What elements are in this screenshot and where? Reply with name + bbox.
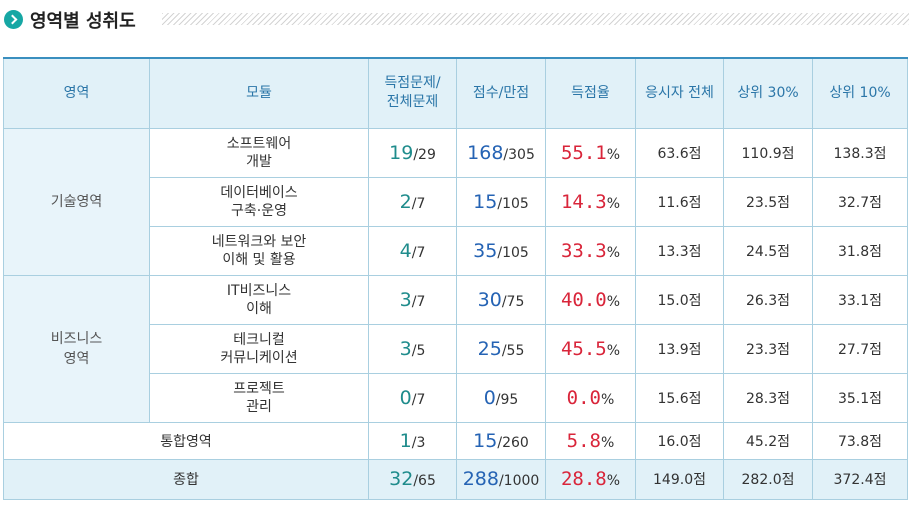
top10-avg: 372.4점 (812, 458, 908, 500)
all-avg: 149.0점 (635, 458, 724, 500)
header-questions: 득점문제/ 전체문제 (368, 57, 457, 129)
table-row: 프로젝트 관리 0/7 0/95 0.0% 15.6점 28.3점 35.1점 (4, 372, 908, 423)
rate-cell: 55.1% (545, 127, 636, 178)
chevron-right-circle-icon (4, 10, 23, 29)
rate-cell: 5.8% (545, 421, 636, 460)
questions-cell: 3/5 (368, 323, 457, 374)
header-top30: 상위 30% (723, 57, 813, 129)
score-cell: 25/55 (456, 323, 546, 374)
total-label: 종합 (3, 458, 369, 500)
questions-cell: 4/7 (368, 225, 457, 276)
score-cell: 288/1000 (456, 458, 546, 500)
questions-cell: 32/65 (368, 458, 457, 500)
header-top10: 상위 10% (812, 57, 908, 129)
module-name: IT비즈니스 이해 (149, 274, 369, 325)
all-avg: 11.6점 (635, 176, 724, 227)
questions-cell: 3/7 (368, 274, 457, 325)
top30-avg: 28.3점 (723, 372, 813, 423)
rate-cell: 0.0% (545, 372, 636, 423)
top10-avg: 138.3점 (812, 127, 908, 178)
all-avg: 15.0점 (635, 274, 724, 325)
table-row: 비즈니스 영역 IT비즈니스 이해 3/7 30/75 40.0% 15.0점 … (3, 274, 908, 423)
rate-cell: 45.5% (545, 323, 636, 374)
table-row: 데이터베이스 구축·운영 2/7 15/105 14.3% 11.6점 23.5… (4, 176, 908, 227)
top30-avg: 26.3점 (723, 274, 813, 325)
questions-cell: 2/7 (368, 176, 457, 227)
top10-avg: 33.1점 (812, 274, 908, 325)
header-rate: 득점율 (545, 57, 636, 129)
header-area: 영역 (3, 57, 150, 129)
score-cell: 168/305 (456, 127, 546, 178)
top30-avg: 282.0점 (723, 458, 813, 500)
total-row: 종합 32/65 288/1000 28.8% 149.0점 282.0점 37… (3, 458, 908, 500)
category-biz: 비즈니스 영역 (3, 274, 150, 423)
section-header: 영역별 성취도 (0, 0, 913, 40)
rate-cell: 14.3% (545, 176, 636, 227)
top30-avg: 110.9점 (723, 127, 813, 178)
rate-cell: 33.3% (545, 225, 636, 276)
rate-cell: 40.0% (545, 274, 636, 325)
score-cell: 30/75 (456, 274, 546, 325)
header-score: 점수/만점 (456, 57, 546, 129)
all-avg: 13.3점 (635, 225, 724, 276)
table-row: 네트워크와 보안 이해 및 활용 4/7 35/105 33.3% 13.3점 … (4, 225, 908, 276)
category-tech: 기술영역 (3, 127, 150, 276)
top30-avg: 45.2점 (723, 421, 813, 460)
module-name: 테크니컬 커뮤니케이션 (149, 323, 369, 374)
all-avg: 15.6점 (635, 372, 724, 423)
module-name: 네트워크와 보안 이해 및 활용 (149, 225, 369, 276)
all-avg: 16.0점 (635, 421, 724, 460)
top30-avg: 24.5점 (723, 225, 813, 276)
module-name: 소프트웨어 개발 (149, 127, 369, 178)
table-row: 기술영역 소프트웨어 개발 19/29 168/305 55.1% 63.6점 … (3, 127, 908, 276)
top10-avg: 35.1점 (812, 372, 908, 423)
header-all: 응시자 전체 (635, 57, 724, 129)
rate-cell: 28.8% (545, 458, 636, 500)
questions-cell: 19/29 (368, 127, 457, 178)
score-cell: 0/95 (456, 372, 546, 423)
questions-cell: 1/3 (368, 421, 457, 460)
integrated-label: 통합영역 (3, 421, 369, 460)
integrated-row: 통합영역 1/3 15/260 5.8% 16.0점 45.2점 73.8점 (3, 421, 908, 460)
header-module: 모듈 (149, 57, 369, 129)
score-cell: 15/105 (456, 176, 546, 227)
module-name: 프로젝트 관리 (149, 372, 369, 423)
all-avg: 63.6점 (635, 127, 724, 178)
title-divider (162, 13, 909, 25)
top10-avg: 73.8점 (812, 421, 908, 460)
questions-cell: 0/7 (368, 372, 457, 423)
header-row: 영역 모듈 득점문제/ 전체문제 점수/만점 득점율 응시자 전체 상위 30%… (3, 57, 908, 129)
all-avg: 13.9점 (635, 323, 724, 374)
top30-avg: 23.3점 (723, 323, 813, 374)
section-title: 영역별 성취도 (30, 11, 136, 32)
top10-avg: 27.7점 (812, 323, 908, 374)
achievement-table: 영역 모듈 득점문제/ 전체문제 점수/만점 득점율 응시자 전체 상위 30%… (3, 57, 908, 500)
top30-avg: 23.5점 (723, 176, 813, 227)
score-cell: 35/105 (456, 225, 546, 276)
top10-avg: 31.8점 (812, 225, 908, 276)
module-name: 데이터베이스 구축·운영 (149, 176, 369, 227)
top10-avg: 32.7점 (812, 176, 908, 227)
score-cell: 15/260 (456, 421, 546, 460)
